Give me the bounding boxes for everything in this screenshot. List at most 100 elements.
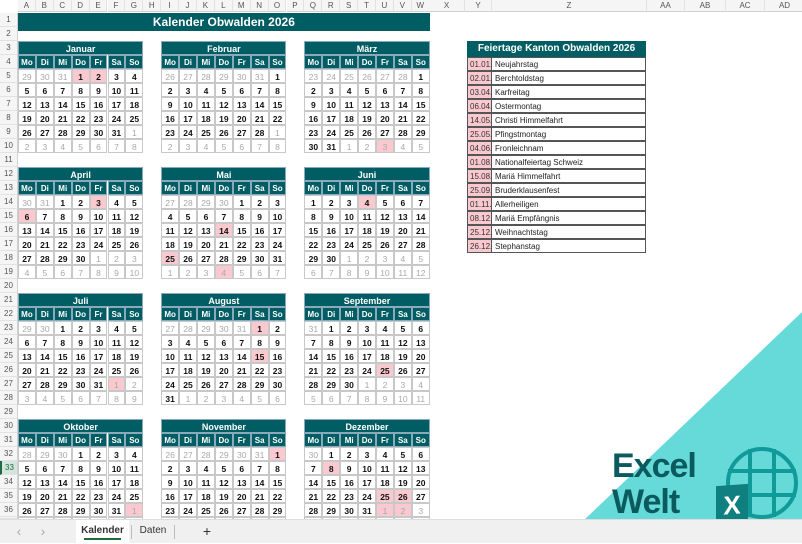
day-cell[interactable]: 21 [393,111,412,125]
day-cell[interactable]: 17 [161,363,180,377]
day-cell[interactable]: 13 [197,223,215,237]
day-cell[interactable]: 9 [268,335,287,349]
day-cell[interactable]: 7 [268,265,287,279]
day-cell[interactable]: 28 [179,321,197,335]
day-cell[interactable]: 4 [35,391,54,405]
day-cell[interactable]: 5 [53,391,72,405]
day-cell[interactable]: 24 [89,363,108,377]
holiday-day-cell[interactable]: 1 [376,503,394,517]
day-cell[interactable]: 29 [18,321,36,335]
day-cell[interactable]: 22 [322,489,341,503]
day-cell[interactable]: 24 [322,125,341,139]
day-cell[interactable]: 17 [358,349,376,363]
day-cell[interactable]: 30 [53,447,72,461]
day-cell[interactable]: 17 [107,97,126,111]
day-cell[interactable]: 20 [232,489,251,503]
day-cell[interactable]: 28 [250,503,269,517]
day-cell[interactable]: 26 [197,377,215,391]
day-cell[interactable]: 20 [393,223,412,237]
row-header[interactable]: 29 [0,405,18,419]
day-cell[interactable]: 21 [35,363,54,377]
day-cell[interactable]: 16 [89,475,108,489]
column-header-R[interactable]: R [322,0,341,12]
day-cell[interactable]: 18 [340,111,359,125]
day-cell[interactable]: 20 [35,111,54,125]
day-cell[interactable]: 24 [107,111,126,125]
day-cell[interactable]: 5 [304,391,323,405]
day-cell[interactable]: 13 [214,349,233,363]
day-cell[interactable]: 11 [393,265,412,279]
day-cell[interactable]: 20 [197,237,215,251]
day-cell[interactable]: 23 [268,363,287,377]
day-cell[interactable]: 12 [358,97,376,111]
column-header-L[interactable]: L [214,0,233,12]
day-cell[interactable]: 6 [304,265,323,279]
day-cell[interactable]: 1 [161,265,180,279]
day-cell[interactable]: 22 [304,237,323,251]
day-cell[interactable]: 7 [71,265,90,279]
day-cell[interactable]: 28 [53,125,72,139]
day-cell[interactable]: 28 [250,125,269,139]
day-cell[interactable]: 28 [35,377,54,391]
day-cell[interactable]: 11 [125,83,144,97]
day-cell[interactable]: 2 [250,195,269,209]
day-cell[interactable]: 25 [340,125,359,139]
day-cell[interactable]: 4 [53,139,72,153]
day-cell[interactable]: 3 [161,335,180,349]
day-cell[interactable]: 30 [71,251,90,265]
column-header-W[interactable]: W [411,0,430,12]
day-cell[interactable]: 19 [214,111,233,125]
day-cell[interactable]: 19 [197,363,215,377]
day-cell[interactable]: 30 [214,195,233,209]
day-cell[interactable]: 1 [232,195,251,209]
day-cell[interactable]: 6 [322,391,341,405]
day-cell[interactable]: 7 [35,209,54,223]
day-cell[interactable]: 6 [71,391,90,405]
row-header[interactable]: 14 [0,195,18,209]
day-cell[interactable]: 30 [250,251,269,265]
day-cell[interactable]: 17 [358,475,376,489]
day-cell[interactable]: 24 [268,237,287,251]
day-cell[interactable]: 1 [268,125,287,139]
day-cell[interactable]: 27 [18,251,36,265]
day-cell[interactable]: 15 [304,223,323,237]
day-cell[interactable]: 14 [250,97,269,111]
day-cell[interactable]: 9 [71,335,90,349]
day-cell[interactable]: 28 [197,69,215,83]
day-cell[interactable]: 31 [250,69,269,83]
row-header[interactable]: 11 [0,153,18,167]
row-header[interactable]: 32 [0,447,18,461]
day-cell[interactable]: 30 [322,251,341,265]
day-cell[interactable]: 5 [125,321,144,335]
day-cell[interactable]: 30 [304,139,323,153]
day-cell[interactable]: 11 [197,475,215,489]
day-cell[interactable]: 30 [268,377,287,391]
day-cell[interactable]: 14 [53,475,72,489]
day-cell[interactable]: 1 [340,251,359,265]
day-cell[interactable]: 11 [179,349,197,363]
day-cell[interactable]: 10 [179,97,197,111]
day-cell[interactable]: 13 [35,97,54,111]
day-cell[interactable]: 17 [179,111,197,125]
day-cell[interactable]: 10 [340,209,359,223]
day-cell[interactable]: 6 [35,461,54,475]
day-cell[interactable]: 2 [107,251,126,265]
day-cell[interactable]: 5 [250,391,269,405]
day-cell[interactable]: 10 [89,209,108,223]
day-cell[interactable]: 4 [161,209,180,223]
day-cell[interactable]: 27 [376,125,394,139]
day-cell[interactable]: 29 [214,447,233,461]
day-cell[interactable]: 27 [393,237,412,251]
day-cell[interactable]: 7 [250,139,269,153]
day-cell[interactable]: 23 [89,111,108,125]
day-cell[interactable]: 6 [197,209,215,223]
day-cell[interactable]: 4 [376,321,394,335]
day-cell[interactable]: 12 [125,335,144,349]
day-cell[interactable]: 13 [411,461,430,475]
day-cell[interactable]: 17 [89,349,108,363]
day-cell[interactable]: 13 [18,223,36,237]
day-cell[interactable]: 13 [232,97,251,111]
day-cell[interactable]: 3 [358,447,376,461]
row-header[interactable]: 17 [0,237,18,251]
day-cell[interactable]: 9 [89,83,108,97]
